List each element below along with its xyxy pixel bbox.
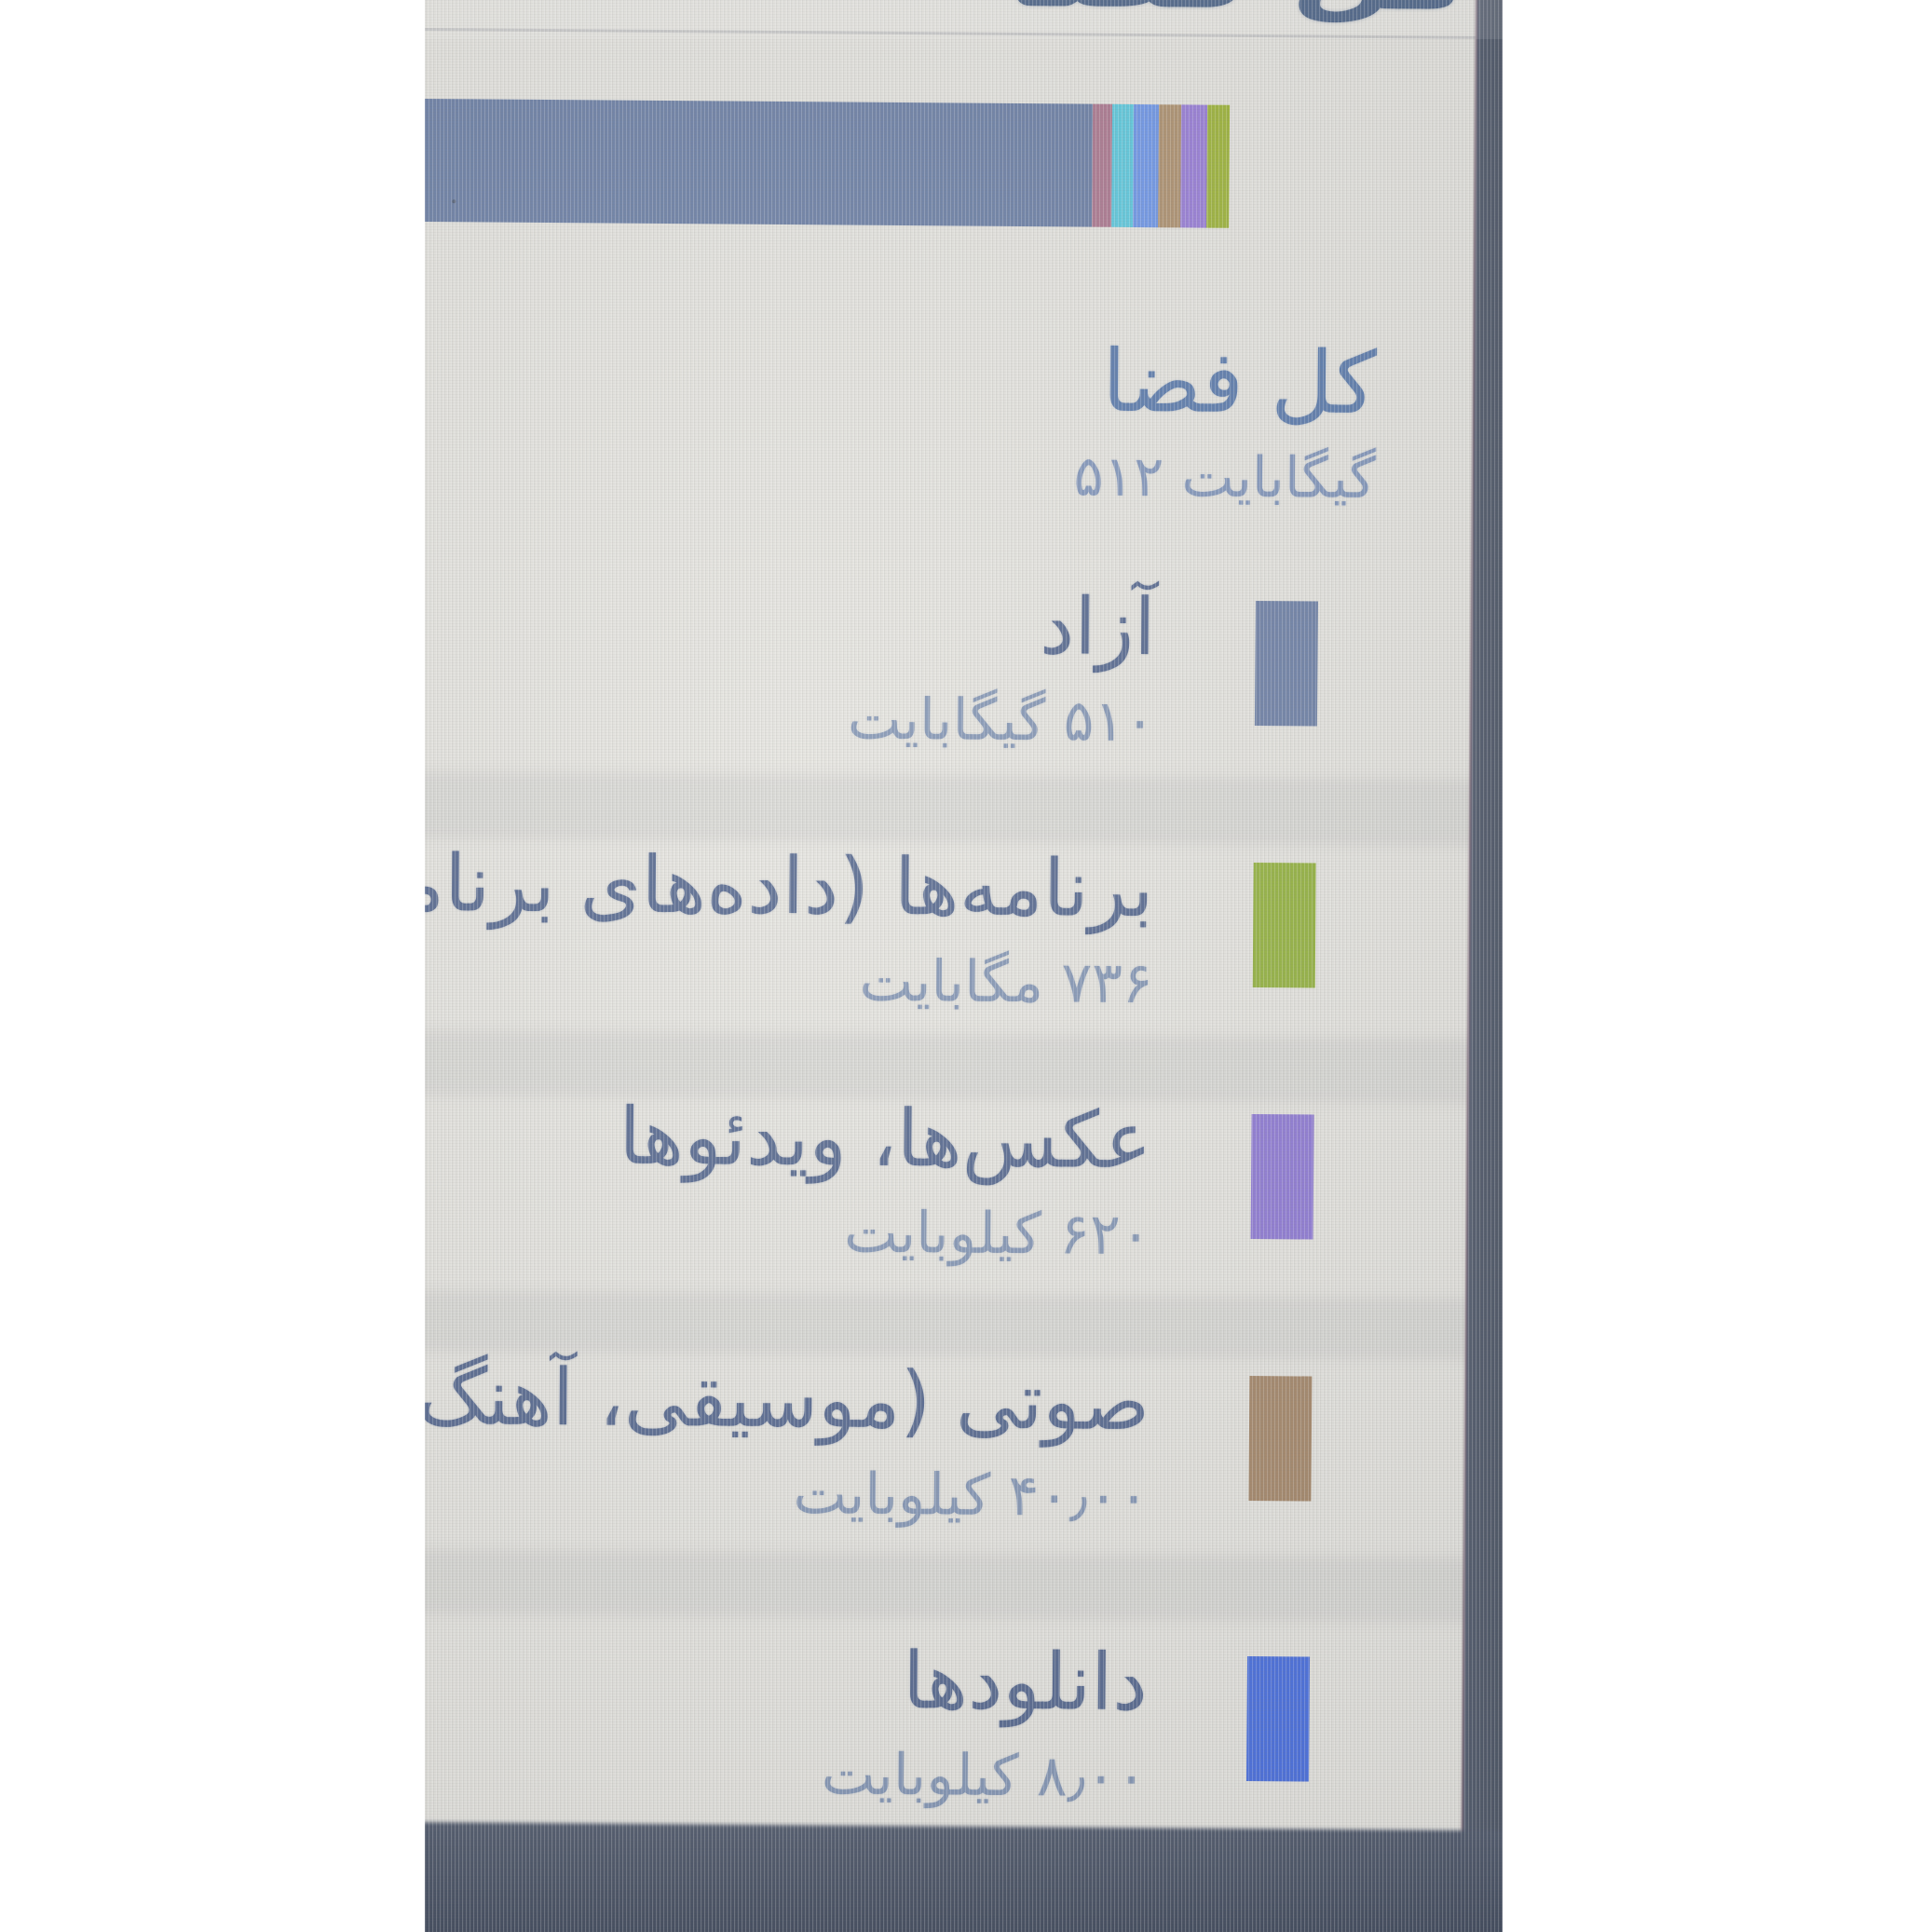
total-space-value: ۵۱۲ گیگابایت xyxy=(1073,443,1377,512)
cropped-header-text: کل فضا xyxy=(1004,0,1468,31)
storage-bar xyxy=(425,98,1231,228)
apps-label: برنامه‌ها (داده‌های برنامه xyxy=(425,837,1154,935)
downloads-label: دانلودها xyxy=(902,1635,1149,1729)
total-space-title: کل فضا xyxy=(1101,331,1378,434)
segment-pink xyxy=(1092,103,1113,227)
legend-row-audio[interactable]: صوتی (موسیقی، آهنگ‌ه ۴۰٫۰۰ کیلوبایت xyxy=(425,1345,1313,1535)
apps-swatch xyxy=(1252,863,1316,988)
segment-tan xyxy=(1158,104,1182,228)
free-value: ۵۱۰ گیگابایت xyxy=(847,686,1156,755)
segment-cyan xyxy=(1111,103,1135,227)
legend-row-downloads[interactable]: دانلودها ۸٫۰۰ کیلوبایت xyxy=(822,1628,1311,1815)
screen-photo: کل فضا کل فضا ۵۱۲ گیگابایت آزاد ۵۱۰ گیگا… xyxy=(425,0,1503,1932)
downloads-value: ۸٫۰۰ کیلوبایت xyxy=(821,1741,1148,1811)
segment-purple xyxy=(1180,104,1208,228)
photos-videos-swatch xyxy=(1250,1114,1314,1240)
window-bottom-edge xyxy=(425,1821,1503,1932)
window-right-edge xyxy=(1460,0,1503,1932)
photo-exposure-band xyxy=(425,1548,1503,1624)
photos-videos-label: عکس‌ها، ویدئوها xyxy=(619,1090,1152,1187)
legend-row-apps[interactable]: برنامه‌ها (داده‌های برنامه ۷۳۶ مگابایت xyxy=(425,831,1316,1021)
legend-row-free[interactable]: آزاد ۵۱۰ گیگابایت xyxy=(848,574,1318,760)
header-divider xyxy=(425,27,1477,39)
dust-speck xyxy=(452,199,456,204)
audio-label: صوتی (موسیقی، آهنگ‌ه xyxy=(425,1350,1150,1449)
audio-swatch xyxy=(1248,1375,1313,1502)
legend-row-photos-videos[interactable]: عکس‌ها، ویدئوها ۶۲۰ کیلوبایت xyxy=(618,1085,1314,1273)
free-label: آزاد xyxy=(1039,580,1157,673)
segment-blue xyxy=(1133,103,1160,228)
audio-value: ۴۰٫۰۰ کیلوبایت xyxy=(793,1461,1150,1531)
downloads-swatch xyxy=(1246,1655,1311,1782)
free-swatch xyxy=(1254,601,1318,727)
segment-green xyxy=(1206,104,1231,228)
photos-videos-value: ۶۲۰ کیلوبایت xyxy=(844,1199,1151,1269)
apps-value: ۷۳۶ مگابایت xyxy=(859,947,1154,1017)
storage-bar-free-segment xyxy=(425,98,1094,227)
total-space-section: کل فضا ۵۱۲ گیگابایت xyxy=(1073,327,1377,515)
